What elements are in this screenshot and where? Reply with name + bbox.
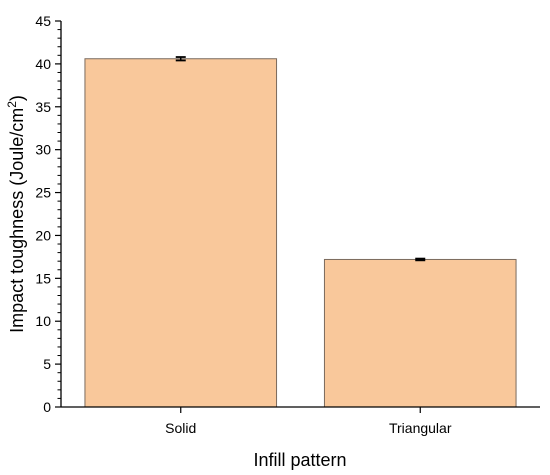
x-tick-label: Solid [165, 420, 196, 436]
y-axis-title-close: ) [7, 95, 27, 101]
x-tick-label: Triangular [389, 420, 452, 436]
y-tick-label: 35 [35, 99, 51, 115]
x-ticks-group: Solid Triangular [165, 407, 452, 436]
y-tick-label: 45 [35, 13, 51, 29]
y-tick-label: 40 [35, 56, 51, 72]
y-tick-label: 10 [35, 313, 51, 329]
y-axis-title-superscript: 2 [5, 101, 19, 108]
y-tick-label: 5 [43, 356, 51, 372]
y-axis-title: Impact toughness (Joule/cm2) [5, 95, 27, 333]
x-axis-title: Infill pattern [253, 450, 346, 470]
y-tick-label: 20 [35, 227, 51, 243]
bar-solid [84, 58, 278, 408]
y-axis-title-main: Impact toughness (Joule/cm [7, 108, 27, 333]
bars-group [84, 58, 517, 408]
axes-group [60, 21, 540, 408]
y-tick-label: 15 [35, 270, 51, 286]
y-tick-label: 30 [35, 142, 51, 158]
y-ticks-group: 0 5 10 15 20 25 30 35 40 45 [35, 13, 61, 415]
bar-triangular [323, 258, 517, 408]
y-tick-label: 25 [35, 185, 51, 201]
y-tick-label: 0 [43, 399, 51, 415]
error-bars-group [175, 56, 426, 262]
